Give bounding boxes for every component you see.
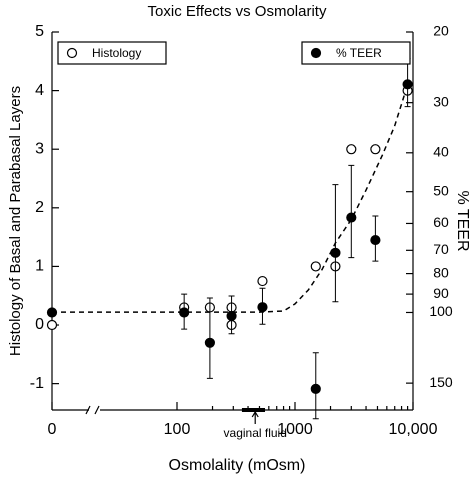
data-point <box>257 302 268 313</box>
y2-tick-label: 50 <box>433 182 449 198</box>
x-tick-label: 100 <box>164 421 191 438</box>
chart-title: Toxic Effects vs Osmolarity <box>148 3 327 20</box>
data-point <box>346 144 357 155</box>
annotation-text: vaginal fluid <box>224 426 287 440</box>
error-bar <box>332 184 339 303</box>
y-tick-label: 3 <box>35 140 44 157</box>
y2-tick-label: 40 <box>433 143 449 159</box>
y2-tick-label: 70 <box>433 241 449 257</box>
y-tick-label: 2 <box>35 199 44 216</box>
y-tick-label: 0 <box>35 316 44 333</box>
y-tick-label: 1 <box>35 258 44 275</box>
y2-tick-label: 90 <box>433 285 449 301</box>
y-tick-label: -1 <box>30 375 44 392</box>
x-tick-label: 0 <box>48 421 57 438</box>
data-point <box>46 319 58 331</box>
y2-tick-label: 80 <box>433 264 449 280</box>
annotation-arrow <box>251 410 259 424</box>
data-point <box>370 144 381 155</box>
legend-marker <box>66 47 78 59</box>
x-axis-label: Osmolality (mOsm) <box>169 457 306 474</box>
data-point <box>257 275 268 287</box>
legend-label: Histology <box>92 46 141 60</box>
x-tick-label: 1000 <box>277 421 313 438</box>
y-tick-label: 5 <box>35 23 44 40</box>
y2-tick-label: 100 <box>429 303 453 319</box>
legend-label: % TEER <box>336 46 382 60</box>
data-point <box>346 212 357 223</box>
y2-axis-label: % TEER <box>454 190 471 251</box>
data-point <box>179 307 190 318</box>
legend-marker <box>310 47 322 59</box>
legend-box <box>301 41 411 65</box>
x-tick-label: 10,000 <box>389 421 438 438</box>
error-bar <box>348 164 355 259</box>
data-point <box>46 307 58 318</box>
fit-curve <box>52 84 409 313</box>
legend-box <box>57 41 167 65</box>
data-point <box>330 247 341 258</box>
data-point <box>204 337 215 348</box>
data-point <box>310 383 321 394</box>
y2-tick-label: 60 <box>433 214 449 230</box>
data-point <box>310 261 321 272</box>
axis-break <box>85 405 100 415</box>
y2-tick-label: 20 <box>433 23 449 39</box>
y-tick-label: 4 <box>35 82 44 99</box>
data-point <box>370 234 381 246</box>
y2-tick-label: 30 <box>433 93 449 109</box>
y2-tick-label: 150 <box>429 374 453 390</box>
data-point <box>226 310 237 322</box>
data-point <box>402 79 413 90</box>
y-axis-label: Histology of Basal and Parabasal Layers <box>7 86 24 356</box>
